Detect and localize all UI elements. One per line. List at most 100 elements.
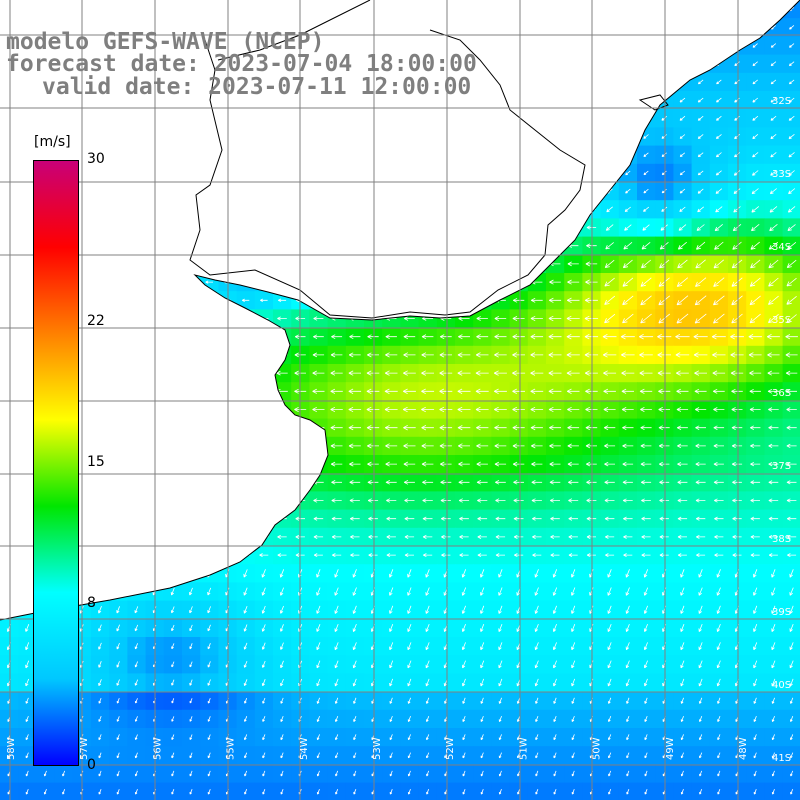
forecast-date: forecast date: 2023-07-04 18:00:00 [6, 51, 477, 77]
wind-vector [512, 443, 525, 449]
wind-vector [770, 43, 777, 48]
wind-vector [677, 534, 687, 539]
wind-vector [714, 498, 724, 503]
wind-vector [116, 716, 120, 722]
wind-vector [621, 407, 634, 412]
wind-vector [752, 79, 758, 85]
wind-vector [512, 406, 525, 413]
wind-vector [421, 461, 434, 467]
speed-cell [764, 91, 784, 110]
wind-vector [316, 660, 321, 669]
wind-vector [98, 752, 102, 759]
speed-cell [600, 236, 620, 256]
wind-vector [789, 25, 795, 30]
wind-vector [697, 97, 704, 103]
wind-vector [98, 716, 102, 722]
wind-vector [771, 715, 775, 722]
wind-vector [713, 443, 724, 449]
wind-vector [244, 789, 248, 795]
wind-vector [768, 407, 779, 412]
wind-vector [513, 516, 524, 521]
speed-cell [673, 91, 693, 110]
wind-vector [498, 587, 503, 596]
speed-cell [764, 36, 784, 56]
wind-vector [425, 678, 430, 687]
wind-vector [494, 352, 507, 358]
wind-vector [788, 115, 795, 121]
wind-vector [550, 553, 560, 558]
wind-vector [170, 587, 175, 596]
wind-vector [535, 789, 539, 795]
wind-vector [571, 623, 576, 632]
wind-vector [530, 315, 543, 322]
wind-vector [352, 569, 357, 578]
wind-vector [171, 606, 175, 614]
wind-vector [553, 697, 557, 704]
speed-cell [746, 254, 765, 274]
wind-vector [717, 715, 721, 722]
wind-vector [768, 425, 779, 430]
wind-vector [731, 388, 743, 394]
wind-vector [334, 587, 339, 596]
wind-vector [770, 61, 777, 67]
wind-vector [639, 352, 653, 358]
wind-vector [116, 752, 120, 759]
wind-vector [750, 241, 760, 250]
wind-vector [771, 789, 775, 795]
wind-vector [280, 734, 284, 741]
wind-vector [786, 314, 797, 323]
wind-vector [604, 277, 615, 287]
wind-vector [680, 752, 684, 759]
wind-vector [639, 370, 653, 376]
colorbar [33, 160, 79, 766]
wind-vector [330, 370, 343, 376]
wind-vector [733, 188, 741, 194]
wind-vector [534, 678, 539, 687]
wind-vector [734, 97, 740, 103]
wind-vector [462, 752, 466, 759]
wind-vector [749, 407, 761, 412]
wind-vector [753, 678, 758, 687]
wind-vector [98, 770, 102, 777]
lon-label: 49W [665, 737, 676, 760]
wind-vector [385, 334, 397, 340]
wind-vector [407, 569, 412, 578]
wind-vector [243, 679, 248, 687]
wind-vector [330, 406, 343, 413]
wind-vector [512, 297, 525, 303]
wind-vector [713, 313, 725, 324]
wind-vector [622, 313, 634, 324]
wind-vector [680, 569, 685, 578]
wind-vector [640, 295, 652, 306]
wind-vector [189, 716, 193, 722]
wind-vector [748, 334, 762, 340]
wind-vector [640, 443, 652, 449]
wind-vector [425, 623, 430, 632]
wind-vector [695, 407, 707, 412]
wind-vector [659, 241, 669, 250]
speed-cell [728, 109, 747, 128]
wind-vector [426, 734, 430, 741]
wind-vector [608, 789, 612, 795]
wind-vector [385, 461, 397, 467]
wind-vector [679, 170, 686, 176]
wind-vector [659, 480, 670, 485]
wind-vector [768, 480, 779, 485]
wind-vector [477, 534, 487, 539]
wind-vector [698, 587, 703, 596]
wind-vector [716, 605, 721, 614]
wind-vector [171, 698, 175, 704]
wind-vector [677, 259, 688, 269]
wind-vector [750, 443, 761, 449]
wind-vector [116, 789, 120, 795]
wind-vector [789, 605, 794, 614]
wind-vector [626, 789, 630, 795]
wind-vector [498, 789, 502, 795]
wind-vector [752, 133, 759, 140]
wind-vector [623, 553, 633, 558]
wind-vector [313, 553, 323, 558]
lat-label: 36S [772, 388, 791, 399]
wind-vector [513, 534, 524, 539]
wind-vector [534, 660, 539, 669]
wind-vector [680, 587, 685, 596]
